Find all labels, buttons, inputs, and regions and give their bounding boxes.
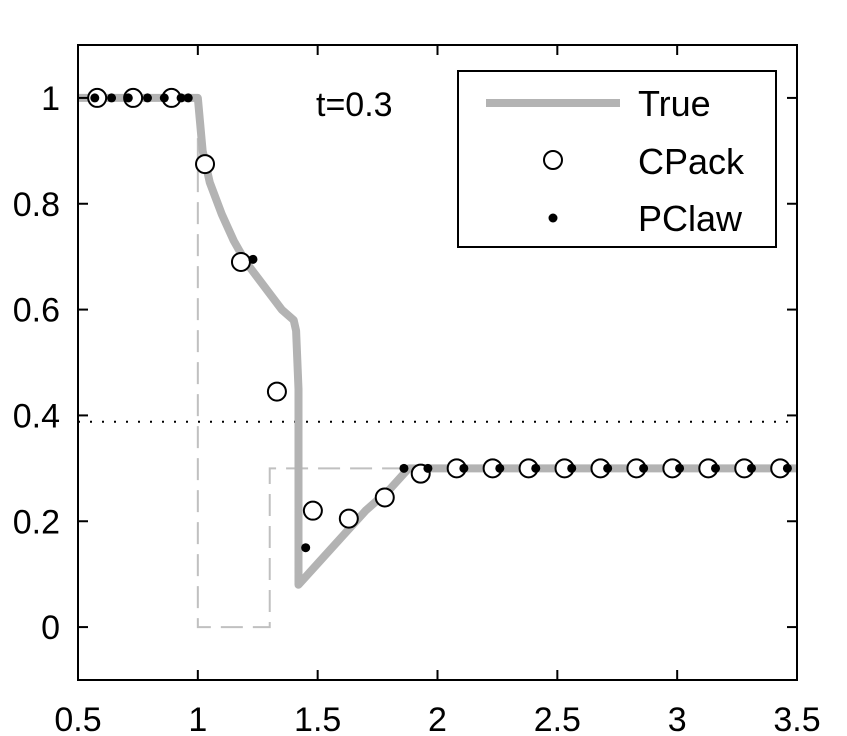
axis-ticks: 0.5 1 1.5 2 2.5 3 3.5 0 0.2 0.4 0.6 0.8 1	[13, 45, 821, 736]
y-tick-label: 0.4	[13, 397, 60, 435]
pclaw-point	[746, 463, 756, 473]
x-tick-label: 1.5	[294, 701, 341, 736]
legend: True CPack PClaw	[457, 70, 777, 248]
pclaw-point	[107, 93, 117, 103]
y-tick-label: 0	[41, 609, 60, 647]
cpack-point	[230, 251, 251, 272]
pclaw-point	[123, 93, 133, 103]
pclaw-point	[423, 463, 433, 473]
pclaw-point	[176, 93, 186, 103]
x-tick-label: 0.5	[54, 701, 101, 736]
pclaw-point	[90, 93, 100, 103]
legend-swatch-pclaw	[548, 213, 558, 223]
pclaw-point	[399, 463, 409, 473]
cpack-point	[195, 154, 216, 175]
y-tick-label: 0.2	[13, 503, 60, 541]
pclaw-point	[639, 463, 649, 473]
pclaw-point	[603, 463, 613, 473]
pclaw-point	[711, 463, 721, 473]
pclaw-point	[248, 254, 258, 264]
cpack-point	[338, 508, 359, 529]
x-tick-label: 3.5	[773, 701, 820, 736]
cpack-point	[302, 500, 323, 521]
marker-series	[87, 87, 792, 553]
legend-swatch-cpack	[543, 150, 563, 170]
x-tick-label: 2	[428, 701, 447, 736]
pclaw-point	[183, 93, 193, 103]
true-solution-line	[78, 93, 797, 589]
pclaw-point	[675, 463, 685, 473]
legend-label-true: True	[638, 83, 711, 124]
time-annotation: t=0.3	[316, 86, 393, 124]
pclaw-point	[143, 93, 153, 103]
y-tick-label: 0.8	[13, 186, 60, 224]
y-tick-label: 1	[41, 80, 60, 118]
cpack-point	[374, 487, 395, 508]
x-tick-label: 1	[188, 701, 207, 736]
pclaw-point	[782, 463, 792, 473]
x-tick-label: 3	[668, 701, 687, 736]
pclaw-point	[495, 463, 505, 473]
cpack-point	[266, 381, 287, 402]
pclaw-point	[301, 543, 311, 553]
true-series	[78, 93, 797, 589]
x-tick-label: 2.5	[534, 701, 581, 736]
pclaw-point	[159, 93, 169, 103]
pclaw-point	[531, 463, 541, 473]
pclaw-point	[567, 463, 577, 473]
y-tick-label: 0.6	[13, 292, 60, 330]
pclaw-point	[459, 463, 469, 473]
legend-label-pclaw: PClaw	[638, 198, 743, 239]
legend-label-cpack: CPack	[638, 141, 745, 182]
